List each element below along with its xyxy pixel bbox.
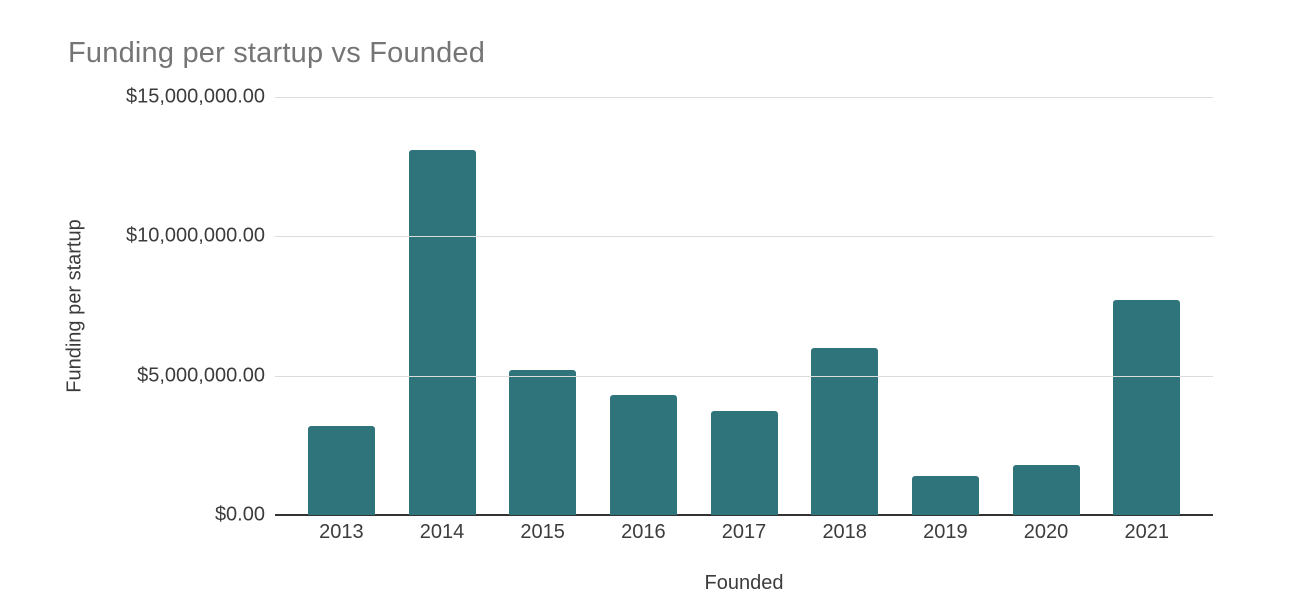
y-tick-label: $0.00 (214, 503, 265, 526)
bar-slot (593, 97, 694, 515)
gridline (275, 375, 1213, 377)
x-tick-label: 2017 (721, 521, 767, 543)
y-axis-labels: $15,000,000.00 $10,000,000.00 $5,000,000.0… (0, 86, 265, 526)
bar-2014[interactable] (408, 149, 476, 515)
bar-slot (392, 97, 493, 515)
x-tick-label: 2020 (1023, 521, 1069, 543)
x-tick-label: 2018 (822, 521, 867, 543)
gridline (275, 97, 1213, 98)
x-tick-label: 2019 (923, 521, 968, 543)
bar-slot (794, 97, 895, 515)
bar-2020[interactable] (1012, 464, 1080, 515)
bar-2018[interactable] (811, 347, 879, 515)
x-tick-label: 2013 (319, 521, 364, 543)
bar-2021[interactable] (1113, 300, 1181, 515)
bar-2017[interactable] (710, 410, 778, 515)
bar-slot (492, 97, 593, 515)
bar-2013[interactable] (307, 425, 375, 515)
bar-2016[interactable] (609, 395, 677, 515)
bar-slot (694, 97, 795, 515)
bar-slot (291, 97, 392, 515)
bar-2015[interactable] (509, 370, 577, 515)
x-axis-title: Founded (704, 572, 784, 594)
y-tick-label: $5,000,000.00 (137, 364, 265, 387)
gridline (275, 236, 1213, 238)
bars-row (291, 97, 1197, 515)
y-tick-label: $10,000,000.00 (125, 224, 265, 247)
x-tick-label: 2016 (621, 521, 666, 543)
x-tick-label: 2015 (520, 521, 565, 543)
bar-slot (996, 97, 1097, 515)
x-tick-label: 2021 (1124, 521, 1169, 543)
x-axis-labels: 2013 2014 2015 2016 2017 2018 2019 2020 2021 (291, 521, 1197, 544)
y-tick-label: $15,000,000.00 (125, 85, 265, 108)
x-tick-label: 2014 (419, 521, 465, 543)
bar-slot (895, 97, 996, 515)
plot-area (275, 97, 1213, 516)
x-axis-line (275, 514, 1213, 516)
chart-title: Funding per startup vs Founded (68, 37, 486, 69)
bar-2019[interactable] (911, 476, 979, 515)
bar-slot (1096, 97, 1197, 515)
